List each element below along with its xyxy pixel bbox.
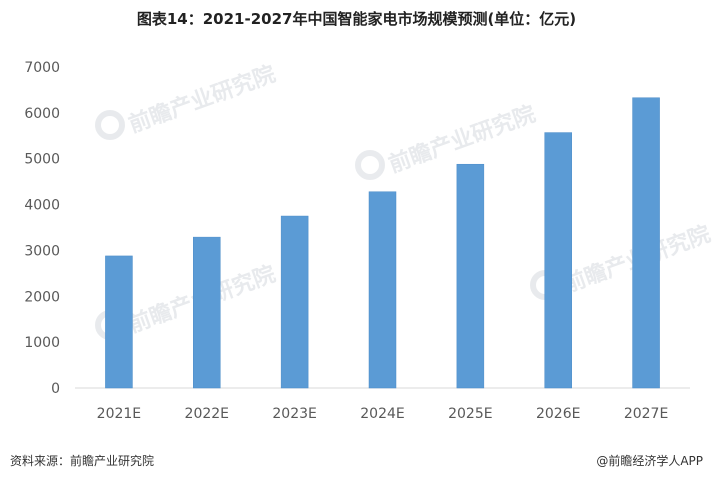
x-tick-label: 2025E xyxy=(448,406,492,422)
x-tick-label: 2021E xyxy=(97,406,141,422)
y-tick-label: 3000 xyxy=(24,243,60,259)
y-tick-label: 4000 xyxy=(24,198,60,214)
bar xyxy=(456,163,485,389)
x-tick-label: 2024E xyxy=(360,406,404,422)
x-tick-label: 2026E xyxy=(536,406,580,422)
bar-chart: 0 1000 2000 3000 4000 5000 6000 7000 2021E 2022E 2… xyxy=(24,60,690,422)
y-tick-label: 0 xyxy=(51,381,60,397)
bar xyxy=(544,132,572,389)
chart-title: 图表14：2021-2027年中国智能家电市场规模预测(单位：亿元) xyxy=(136,10,577,28)
y-tick-label: 6000 xyxy=(24,106,60,122)
y-tick-label: 1000 xyxy=(24,335,60,351)
credit-note: @前瞻经济学人APP xyxy=(596,454,703,468)
bar xyxy=(105,255,133,389)
source-note: 资料来源：前瞻产业研究院 xyxy=(10,454,155,468)
bar xyxy=(280,215,309,389)
x-tick-label: 2027E xyxy=(624,406,668,422)
bar xyxy=(632,97,660,389)
x-tick-label: 2023E xyxy=(272,406,316,422)
y-tick-label: 5000 xyxy=(24,152,60,168)
y-tick-label: 2000 xyxy=(24,289,60,305)
y-tick-label: 7000 xyxy=(24,60,60,76)
x-tick-label: 2022E xyxy=(185,406,229,422)
bar xyxy=(193,236,221,389)
bar xyxy=(368,191,397,389)
